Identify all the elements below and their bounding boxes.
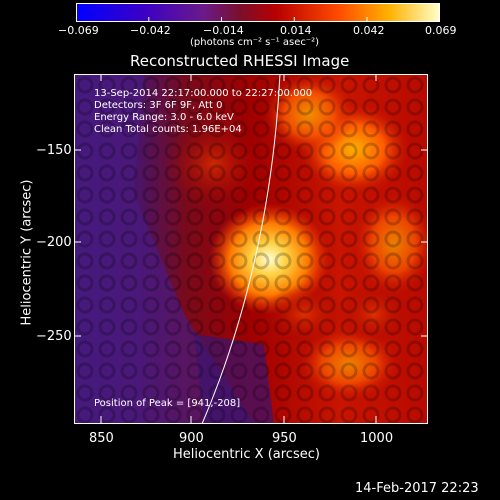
colorbar-units: (photons cm⁻² s⁻¹ asec⁻²) [190, 37, 320, 48]
x-tick-2: 950 [272, 431, 297, 446]
colorbar-tick-0: −0.069 [58, 24, 99, 37]
info-peak-position: Position of Peak = [941,-208] [94, 398, 241, 409]
x-tick-0: 850 [89, 431, 114, 446]
footer-timestamp: 14-Feb-2017 22:23 [355, 481, 479, 496]
colorbar-tick-2: −0.014 [203, 24, 244, 37]
colorbar-tick-1: −0.042 [130, 24, 171, 37]
info-detectors: Detectors: 3F 6F 9F, Att 0 [94, 100, 223, 111]
y-tick-1: −200 [36, 235, 72, 250]
image-title: Reconstructed RHESSI Image [130, 52, 350, 70]
info-clean-counts: Clean Total counts: 1.96E+04 [94, 124, 242, 135]
x-tick-1: 900 [179, 431, 204, 446]
y-tick-2: −250 [36, 329, 72, 344]
y-tick-0: −150 [36, 143, 72, 158]
rhessi-image [74, 74, 428, 424]
colorbar-tick-3: 0.014 [280, 24, 312, 37]
info-time-range: 13-Sep-2014 22:17:00.000 to 22:27:00.000 [94, 88, 313, 99]
x-tick-3: 1000 [360, 431, 394, 446]
colorbar-tick-5: 0.069 [425, 24, 457, 37]
colorbar-tick-4: 0.042 [353, 24, 385, 37]
colorbar [76, 3, 440, 22]
y-axis-label: Heliocentric Y (arcsec) [19, 179, 35, 326]
x-axis-label: Heliocentric X (arcsec) [173, 447, 320, 462]
info-energy-range: Energy Range: 3.0 - 6.0 keV [94, 112, 234, 123]
